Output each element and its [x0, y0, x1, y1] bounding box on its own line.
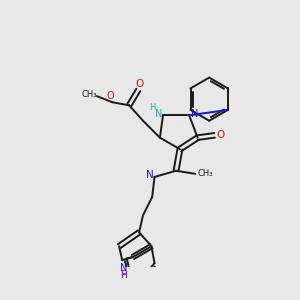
Text: F: F — [121, 271, 127, 281]
Text: O: O — [107, 91, 114, 101]
Text: CH₃: CH₃ — [81, 90, 97, 99]
Text: H: H — [120, 271, 127, 280]
Text: N: N — [155, 109, 162, 119]
Text: O: O — [217, 130, 225, 140]
Text: N: N — [120, 263, 127, 273]
Text: O: O — [136, 79, 144, 89]
Text: CH₃: CH₃ — [198, 169, 213, 178]
Text: N: N — [191, 109, 198, 119]
Text: N: N — [146, 169, 154, 180]
Text: H: H — [149, 103, 155, 112]
